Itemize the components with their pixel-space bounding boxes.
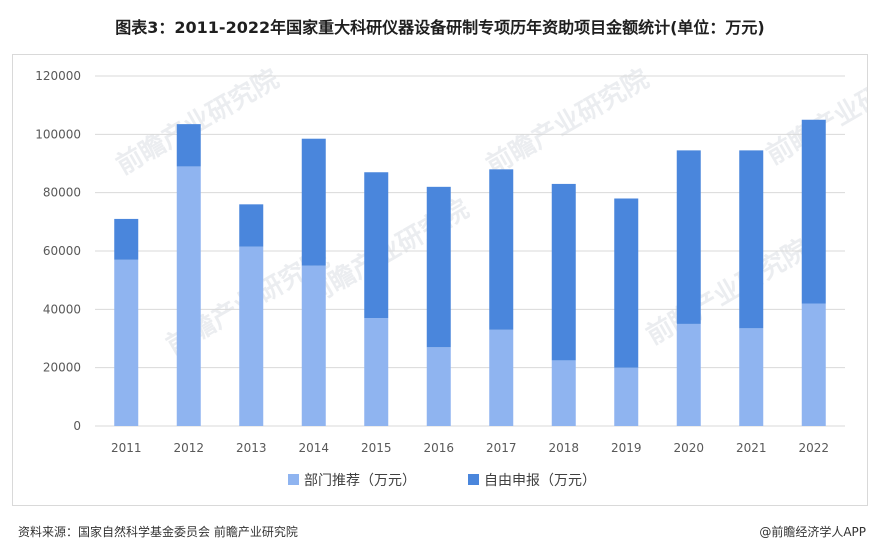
x-tick-label: 2022 [798, 441, 829, 455]
bar-segment-1 [489, 329, 514, 426]
bar-chart: 前瞻产业研究院前瞻产业研究院前瞻产业研究院前瞻产业研究院前瞻产业研究院前瞻产业研… [35, 55, 867, 489]
bar-segment-2 [801, 119, 826, 304]
x-tick-label: 2019 [611, 441, 642, 455]
bar-segment-2 [364, 172, 389, 319]
bar-segment-2 [489, 169, 514, 330]
source-note: 资料来源：国家自然科学基金委员会 前瞻产业研究院 [18, 525, 298, 539]
x-tick-label: 2016 [423, 441, 454, 455]
y-tick-label: 40000 [43, 302, 81, 316]
chart-title: 图表3：2011-2022年国家重大科研仪器设备研制专项历年资助项目金额统计(单… [115, 18, 765, 37]
bar-segment-2 [614, 198, 639, 368]
bar-segment-1 [176, 166, 201, 426]
chart-area: 前瞻产业研究院前瞻产业研究院前瞻产业研究院前瞻产业研究院前瞻产业研究院前瞻产业研… [12, 54, 868, 506]
bar-segment-2 [739, 150, 764, 329]
legend-swatch-2 [468, 474, 479, 485]
x-tick-label: 2015 [361, 441, 392, 455]
x-tick-label: 2021 [736, 441, 767, 455]
y-tick-label: 100000 [35, 127, 81, 141]
y-tick-label: 120000 [35, 69, 81, 83]
bar-segment-2 [239, 204, 264, 247]
bar-segment-1 [801, 303, 826, 426]
bar-segment-1 [551, 360, 576, 426]
bar-segment-2 [114, 218, 139, 260]
x-tick-label: 2017 [486, 441, 517, 455]
bar-segment-2 [676, 150, 701, 324]
y-tick-label: 0 [73, 419, 81, 433]
bar-segment-1 [114, 259, 139, 426]
brand-credit: @前瞻经济学人APP [759, 525, 866, 539]
x-tick-label: 2013 [236, 441, 267, 455]
bar-segment-2 [176, 124, 201, 167]
watermark-text: 前瞻产业研究院 [481, 63, 654, 181]
legend-label-1: 部门推荐（万元） [304, 473, 416, 489]
x-tick-label: 2020 [673, 441, 704, 455]
bar-segment-2 [301, 138, 326, 266]
x-tick-label: 2011 [111, 441, 142, 455]
bar-segment-1 [301, 265, 326, 426]
x-tick-label: 2018 [548, 441, 579, 455]
bar-segment-1 [614, 367, 639, 426]
legend-swatch-1 [288, 474, 299, 485]
bar-segment-1 [364, 318, 389, 426]
legend-label-2: 自由申报（万元） [484, 473, 596, 489]
bar-segment-2 [551, 183, 576, 361]
bar-segment-2 [426, 186, 451, 348]
bar-segment-1 [426, 347, 451, 426]
bar-segment-1 [739, 328, 764, 426]
bar-segment-1 [676, 323, 701, 426]
bar-segment-1 [239, 246, 264, 426]
x-tick-label: 2014 [298, 441, 329, 455]
y-tick-label: 20000 [43, 361, 81, 375]
x-tick-label: 2012 [173, 441, 204, 455]
y-tick-label: 80000 [43, 186, 81, 200]
y-tick-label: 60000 [43, 244, 81, 258]
